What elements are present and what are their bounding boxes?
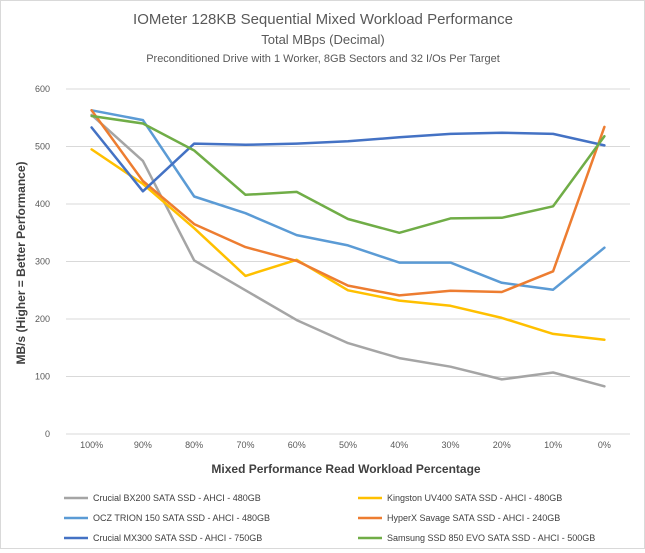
- legend: Crucial BX200 SATA SSD - AHCI - 480GB Kin…: [64, 493, 595, 543]
- series-lines: [90, 109, 606, 388]
- legend-label: Crucial BX200 SATA SSD - AHCI - 480GB: [93, 493, 261, 503]
- chart-subtitle-detail: Preconditioned Drive with 1 Worker, 8GB …: [146, 53, 500, 65]
- legend-label: Crucial MX300 SATA SSD - AHCI - 750GB: [93, 533, 262, 543]
- series-line-5: [90, 126, 606, 193]
- x-axis-ticks: 100% 90% 80% 70% 60% 50% 40% 30% 20% 10% 0%: [80, 440, 611, 450]
- series-line-4: [90, 109, 606, 297]
- chart-title: IOMeter 128KB Sequential Mixed Workload …: [133, 11, 513, 28]
- series-line-1: [90, 113, 606, 388]
- x-tick-label: 90%: [134, 440, 152, 450]
- x-tick-label: 70%: [236, 440, 254, 450]
- y-tick-label: 0: [45, 429, 50, 439]
- y-tick-label: 500: [35, 142, 50, 152]
- x-tick-label: 50%: [339, 440, 357, 450]
- chart-subtitle: Total MBps (Decimal): [261, 32, 385, 47]
- x-tick-label: 40%: [390, 440, 408, 450]
- series-line-2: [90, 148, 606, 341]
- x-tick-label: 60%: [288, 440, 306, 450]
- x-tick-label: 80%: [185, 440, 203, 450]
- y-tick-label: 600: [35, 84, 50, 94]
- x-tick-label: 20%: [493, 440, 511, 450]
- series-line-6: [90, 114, 606, 235]
- legend-label: HyperX Savage SATA SSD - AHCI - 240GB: [387, 513, 560, 523]
- x-tick-label: 0%: [598, 440, 611, 450]
- y-tick-label: 100: [35, 372, 50, 382]
- x-tick-label: 30%: [442, 440, 460, 450]
- x-tick-label: 10%: [544, 440, 562, 450]
- legend-label: Kingston UV400 SATA SSD - AHCI - 480GB: [387, 493, 562, 503]
- x-tick-label: 100%: [80, 440, 103, 450]
- y-tick-label: 400: [35, 199, 50, 209]
- y-tick-label: 300: [35, 257, 50, 267]
- x-axis-title: Mixed Performance Read Workload Percenta…: [211, 462, 481, 476]
- legend-label: OCZ TRION 150 SATA SSD - AHCI - 480GB: [93, 513, 270, 523]
- y-tick-label: 200: [35, 314, 50, 324]
- y-axis-title: MB/s (Higher = Better Performance): [14, 161, 28, 364]
- y-axis-ticks: 0 100 200 300 400 500 600: [35, 84, 50, 439]
- legend-label: Samsung SSD 850 EVO SATA SSD - AHCI - 50…: [387, 533, 595, 543]
